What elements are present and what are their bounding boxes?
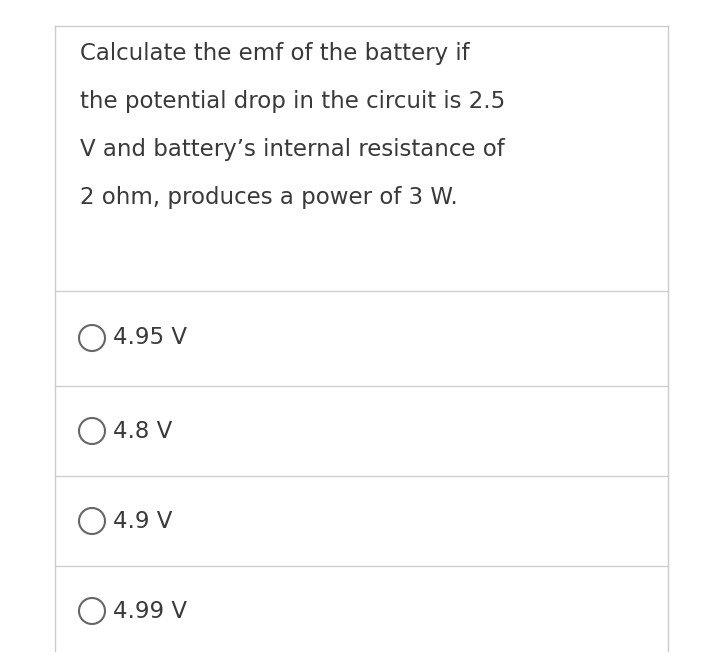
Text: V and battery’s internal resistance of: V and battery’s internal resistance of <box>80 138 505 161</box>
Text: the potential drop in the circuit is 2.5: the potential drop in the circuit is 2.5 <box>80 90 505 113</box>
Text: 4.8 V: 4.8 V <box>113 420 172 442</box>
Text: 4.9 V: 4.9 V <box>113 509 172 533</box>
Text: 2 ohm, produces a power of 3 W.: 2 ohm, produces a power of 3 W. <box>80 186 458 209</box>
Text: 4.99 V: 4.99 V <box>113 599 187 623</box>
Text: Calculate the emf of the battery if: Calculate the emf of the battery if <box>80 42 469 65</box>
Text: 4.95 V: 4.95 V <box>113 326 187 350</box>
